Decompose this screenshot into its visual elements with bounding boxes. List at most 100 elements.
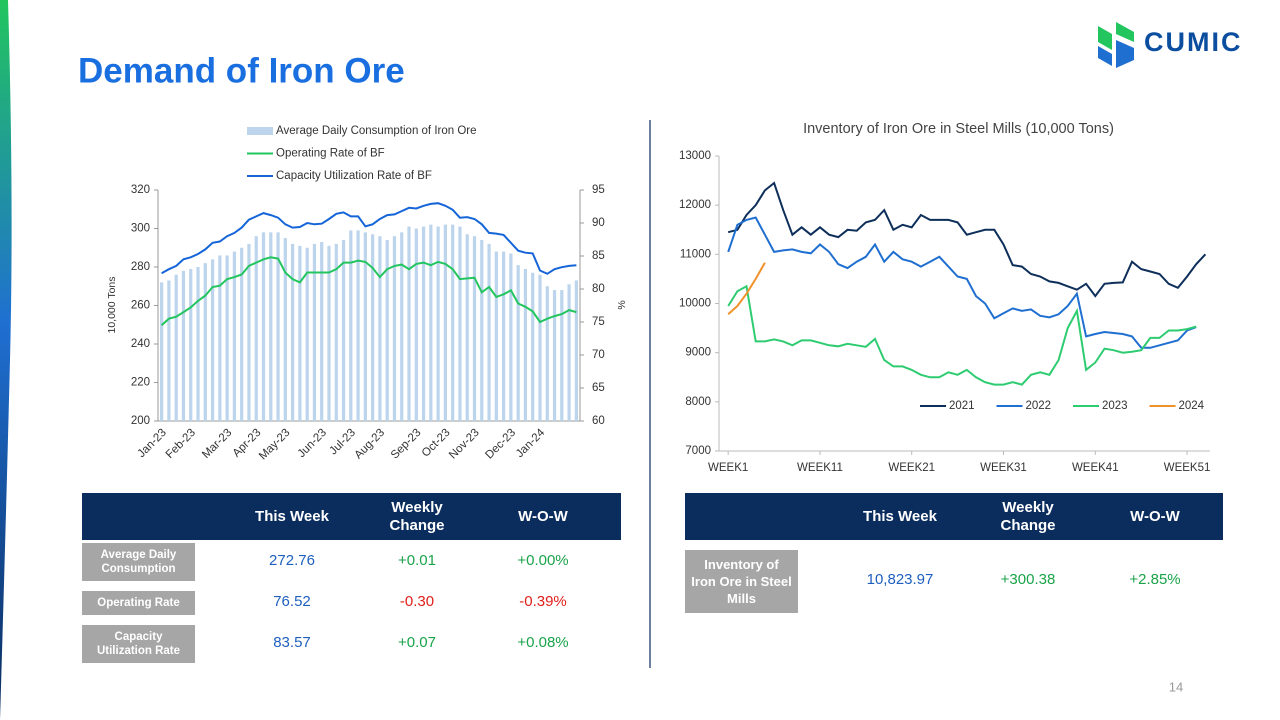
- legend-swatch: [247, 127, 273, 135]
- bar: [552, 290, 557, 421]
- table-cell: +0.01: [398, 552, 436, 569]
- bar: [225, 255, 229, 421]
- y-tick-label: 200: [131, 415, 150, 427]
- bar: [305, 247, 309, 421]
- row-label: Capacity Utilization Rate: [82, 625, 195, 663]
- x-tick-label: Sep-23: [389, 427, 424, 462]
- bar: [240, 247, 244, 421]
- bar: [560, 290, 564, 421]
- table-cell: +0.07: [398, 634, 436, 651]
- bar: [254, 236, 258, 421]
- y-tick-label: 11000: [680, 248, 711, 260]
- y-tick-label: 12000: [679, 199, 711, 211]
- y-tick-label: 220: [131, 377, 150, 389]
- logo-icon: [1098, 22, 1134, 68]
- bar: [392, 236, 397, 421]
- line: [161, 202, 577, 275]
- line: [727, 216, 1197, 349]
- x-tick-label: WEEK11: [797, 462, 843, 474]
- table-header: This Week Weekly Change W-O-W: [685, 493, 1223, 540]
- y2-axis-label: %: [616, 300, 628, 309]
- bar: [167, 280, 171, 421]
- bar: [378, 236, 382, 421]
- table-cell: +0.00%: [517, 552, 569, 569]
- line: [727, 262, 766, 316]
- line: [727, 284, 1197, 386]
- column-header: W-O-W: [518, 507, 568, 525]
- bar: [574, 280, 578, 421]
- x-tick-label: WEEK41: [1072, 462, 1119, 474]
- y2-tick-label: 85: [592, 250, 605, 262]
- x-tick-label: Nov-23: [447, 427, 482, 462]
- bar: [400, 232, 404, 421]
- bar: [516, 265, 520, 421]
- bar: [494, 251, 498, 421]
- x-tick-label: WEEK1: [708, 462, 748, 474]
- x-tick-label: WEEK21: [888, 462, 935, 474]
- table-cell: 83.57: [273, 634, 311, 651]
- x-tick-label: May-23: [257, 427, 293, 463]
- y-tick-label: 280: [131, 261, 150, 273]
- table-cell: 76.52: [273, 593, 311, 610]
- bar: [247, 243, 251, 421]
- legend-label: Operating Rate of BF: [276, 148, 385, 160]
- bar: [487, 243, 491, 421]
- x-tick-label: Mar-23: [200, 427, 234, 461]
- bar: [421, 226, 426, 421]
- bar: [232, 251, 236, 421]
- y2-tick-label: 60: [592, 415, 605, 427]
- bar: [196, 267, 200, 421]
- table-cell: -0.30: [399, 593, 435, 610]
- bar: [298, 245, 302, 421]
- bar: [356, 230, 360, 421]
- bar: [334, 243, 338, 421]
- bar: [465, 234, 469, 421]
- bar: [523, 268, 528, 421]
- bar: [371, 234, 375, 421]
- legend-label: 2021: [949, 400, 975, 412]
- bar: [458, 226, 462, 421]
- bar: [443, 224, 447, 421]
- y2-tick-label: 90: [592, 217, 605, 229]
- column-header: This Week: [863, 507, 937, 525]
- bar: [320, 241, 324, 421]
- bar: [538, 274, 542, 421]
- bar: [181, 270, 186, 421]
- bar: [174, 274, 178, 421]
- x-tick-label: WEEK31: [980, 462, 1027, 474]
- y-tick-label: 300: [131, 223, 150, 235]
- y2-tick-label: 95: [592, 184, 605, 196]
- y-tick-label: 13000: [679, 150, 711, 162]
- column-header: Weekly Change: [389, 498, 445, 534]
- bar: [276, 232, 280, 421]
- bar: [160, 282, 164, 421]
- legend-label: 2022: [1026, 400, 1052, 412]
- page-number: 14: [1169, 679, 1183, 694]
- bar: [327, 245, 331, 421]
- logo-text: CUMIC: [1144, 27, 1243, 57]
- bar: [261, 232, 266, 421]
- y-tick-label: 240: [131, 338, 150, 350]
- y2-tick-label: 65: [592, 382, 605, 394]
- legend-label: Average Daily Consumption of Iron Ore: [276, 125, 477, 137]
- bar: [218, 255, 222, 421]
- bar: [407, 226, 411, 421]
- chart-title: Inventory of Iron Ore in Steel Mills (10…: [803, 121, 1114, 137]
- table-header: This Week Weekly Change W-O-W: [82, 493, 621, 540]
- column-header: This Week: [255, 507, 329, 525]
- table-cell: -0.39%: [519, 593, 567, 610]
- bar: [545, 286, 549, 421]
- x-tick-label: Aug-23: [352, 427, 387, 462]
- column-header: W-O-W: [1130, 507, 1180, 525]
- bar: [312, 243, 317, 421]
- y-tick-label: 320: [131, 184, 150, 196]
- line: [727, 181, 1207, 298]
- y-tick-label: 7000: [685, 445, 711, 457]
- bar: [291, 243, 295, 421]
- bar: [414, 228, 418, 421]
- bar: [283, 238, 287, 421]
- table-cell: 272.76: [269, 552, 315, 569]
- table-cell: +2.85%: [1129, 571, 1181, 588]
